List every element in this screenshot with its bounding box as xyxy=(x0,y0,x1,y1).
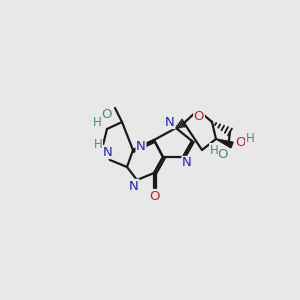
Text: H: H xyxy=(246,133,254,146)
Text: O: O xyxy=(194,110,204,122)
Text: O: O xyxy=(235,136,245,148)
Text: O: O xyxy=(218,148,228,160)
Polygon shape xyxy=(216,139,233,148)
Text: N: N xyxy=(182,157,192,169)
Text: N: N xyxy=(103,146,113,158)
Text: N: N xyxy=(129,179,139,193)
Text: N: N xyxy=(136,140,146,152)
Text: H: H xyxy=(94,137,102,151)
Text: O: O xyxy=(102,107,112,121)
Text: O: O xyxy=(149,190,159,202)
Text: H: H xyxy=(210,143,218,157)
Text: N: N xyxy=(165,116,175,128)
Text: H: H xyxy=(93,116,101,128)
